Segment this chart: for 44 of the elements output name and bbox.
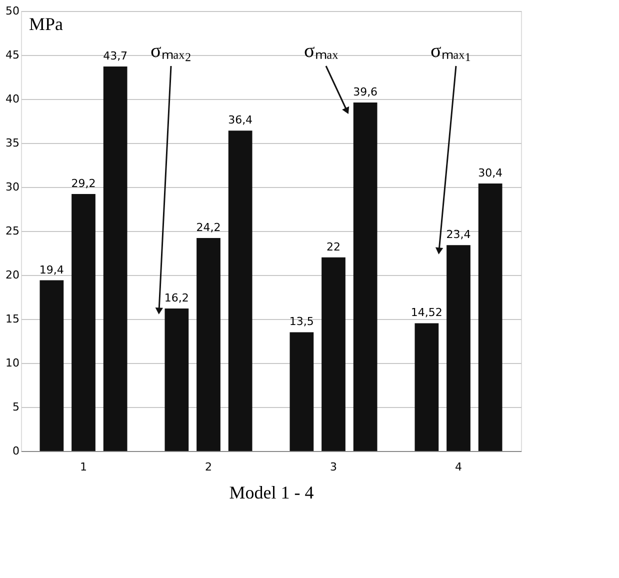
bar bbox=[228, 130, 252, 451]
bar bbox=[196, 238, 220, 451]
data-label: 29,2 bbox=[71, 177, 96, 190]
y-tick-label: 45 bbox=[6, 48, 20, 62]
bar bbox=[72, 194, 96, 451]
y-tick-label: 30 bbox=[6, 180, 20, 194]
bar bbox=[103, 66, 128, 451]
annotation: σₘₐₓ₂ bbox=[150, 40, 192, 62]
annotation: σₘₐₓ₁ bbox=[430, 40, 472, 62]
data-label: 30,4 bbox=[478, 166, 503, 180]
bar bbox=[414, 323, 439, 451]
y-tick-label: 15 bbox=[6, 312, 20, 326]
bar bbox=[290, 332, 314, 451]
data-label: 22 bbox=[326, 240, 340, 254]
annotation: σₘₐₓ bbox=[304, 40, 338, 62]
y-tick-label: 20 bbox=[6, 268, 20, 282]
bar bbox=[446, 245, 470, 451]
x-tick-label: 3 bbox=[330, 460, 337, 474]
data-label: 36,4 bbox=[228, 114, 253, 127]
bar bbox=[353, 102, 378, 451]
x-tick-label: 2 bbox=[205, 460, 212, 474]
y-tick-label: 40 bbox=[6, 92, 20, 106]
data-label: 13,5 bbox=[289, 315, 314, 328]
data-label: 39,6 bbox=[353, 86, 378, 99]
y-tick-label: 35 bbox=[6, 136, 20, 150]
x-tick-label: 4 bbox=[455, 460, 462, 474]
y-tick-label: 5 bbox=[12, 400, 20, 414]
data-label: 43,7 bbox=[103, 49, 128, 62]
data-label: 16,2 bbox=[164, 291, 189, 304]
bar bbox=[478, 183, 502, 451]
y-tick-label: 10 bbox=[6, 356, 20, 370]
data-label: 23,4 bbox=[446, 228, 471, 242]
y-tick-label: 25 bbox=[6, 224, 20, 238]
data-label: 24,2 bbox=[196, 221, 221, 234]
bar bbox=[322, 257, 346, 451]
y-tick-label: 50 bbox=[6, 4, 20, 18]
x-tick-label: 1 bbox=[80, 460, 87, 474]
x-axis-title: Model 1 - 4 bbox=[229, 482, 314, 502]
y-axis-title: MPa bbox=[29, 14, 64, 34]
data-label: 14,52 bbox=[410, 306, 442, 320]
bar bbox=[164, 308, 189, 451]
y-tick-label: 0 bbox=[12, 444, 20, 458]
data-label: 19,4 bbox=[39, 263, 64, 276]
bar bbox=[40, 280, 64, 451]
